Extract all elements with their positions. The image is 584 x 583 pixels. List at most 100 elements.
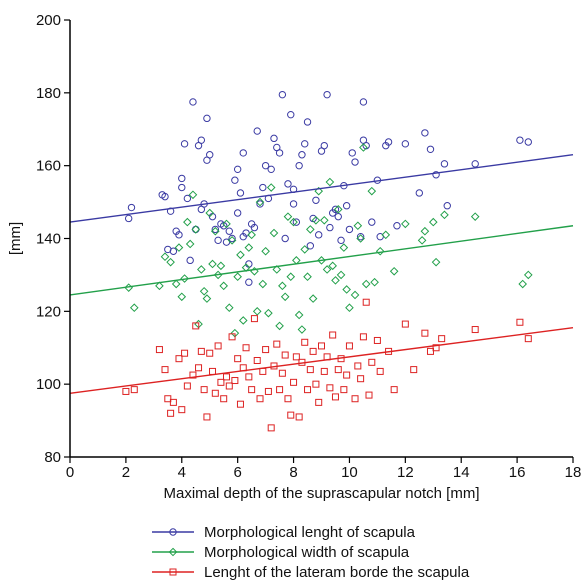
data-point-diamond	[417, 236, 427, 245]
data-point-diamond	[283, 212, 293, 221]
data-point-circle	[443, 202, 451, 210]
data-point-circle	[169, 247, 178, 255]
legend-label: Morphological lenght of scapula	[204, 524, 416, 541]
data-point-circle	[239, 149, 247, 157]
data-point-diamond	[261, 246, 270, 256]
data-point-square	[203, 413, 211, 421]
data-point-circle	[326, 223, 334, 232]
data-point-square	[231, 377, 239, 385]
data-point-square	[368, 358, 376, 366]
data-point-square	[334, 366, 342, 374]
data-point-square	[359, 333, 367, 341]
x-tick-label: 0	[66, 464, 74, 481]
legend-marker-circle	[169, 528, 177, 536]
data-point-circle	[261, 161, 270, 170]
data-point-square	[256, 395, 264, 403]
data-point-diamond	[278, 281, 287, 291]
data-point-diamond	[188, 190, 198, 200]
data-point-diamond	[440, 210, 449, 220]
x-tick-label: 8	[289, 464, 297, 481]
data-point-diamond	[523, 270, 533, 280]
data-point-circle	[440, 160, 449, 168]
data-point-square	[284, 395, 292, 403]
data-point-diamond	[244, 243, 254, 252]
data-point-diamond	[208, 259, 217, 269]
data-point-diamond	[331, 276, 340, 285]
data-point-circle	[236, 189, 245, 197]
data-point-circle	[278, 90, 287, 99]
data-point-circle	[334, 212, 342, 221]
data-point-circle	[206, 151, 214, 159]
data-point-diamond	[275, 321, 284, 331]
data-point-diamond	[183, 217, 192, 227]
data-point-diamond	[174, 243, 184, 252]
legend: Morphological lenght of scapula Morpholog…	[152, 524, 470, 581]
data-point-square	[264, 387, 272, 395]
data-point-square	[253, 356, 261, 364]
data-point-circle	[284, 180, 292, 188]
data-point-square	[281, 351, 289, 359]
data-point-diamond	[224, 303, 234, 312]
data-point-square	[206, 349, 214, 357]
data-point-circle	[393, 222, 401, 230]
data-point-square	[248, 386, 256, 394]
data-point-square	[242, 344, 250, 352]
data-point-circle	[250, 223, 259, 232]
data-point-diamond	[328, 261, 337, 271]
legend-label: Lenght of the lateram borde the scapula	[204, 564, 470, 581]
data-point-circle	[287, 110, 295, 119]
data-point-diamond	[303, 272, 312, 282]
data-point-circle	[186, 256, 194, 265]
data-point-diamond	[428, 217, 438, 227]
data-point-circle	[233, 209, 242, 217]
data-point-square	[161, 366, 169, 374]
data-point-square	[222, 373, 230, 381]
data-point-square	[220, 395, 228, 403]
data-point-diamond	[353, 221, 363, 231]
data-point-circle	[345, 225, 354, 234]
data-point-square	[426, 347, 434, 355]
x-tick-label: 16	[509, 464, 526, 481]
data-point-square	[278, 369, 286, 377]
data-point-diamond	[389, 266, 399, 276]
y-tick-label: 140	[36, 231, 61, 248]
data-point-diamond	[227, 236, 237, 245]
data-point-circle	[228, 234, 236, 243]
data-point-circle	[312, 196, 320, 204]
data-point-square	[164, 395, 172, 403]
y-tick-label: 160	[36, 158, 61, 175]
data-point-square	[329, 331, 337, 339]
data-point-square	[259, 367, 267, 375]
data-point-diamond	[345, 303, 354, 312]
data-point-diamond	[255, 197, 265, 207]
data-point-square	[250, 315, 258, 323]
data-point-diamond	[202, 294, 212, 303]
data-point-square	[357, 375, 365, 383]
data-point-square	[304, 386, 312, 394]
y-tick-label: 180	[36, 85, 61, 102]
data-point-diamond	[238, 316, 248, 325]
data-point-circle	[180, 140, 189, 148]
y-tick-label: 80	[44, 449, 61, 466]
data-point-square	[438, 335, 446, 343]
trend-line-circle	[69, 154, 574, 223]
data-point-square	[197, 347, 205, 355]
data-point-circle	[124, 214, 133, 223]
data-point-circle	[401, 140, 410, 148]
data-point-circle	[253, 127, 261, 135]
trend-line-diamond	[69, 225, 574, 296]
data-point-diamond	[264, 308, 273, 318]
data-point-circle	[295, 161, 303, 170]
data-point-square	[236, 400, 244, 408]
series-diamond	[124, 143, 533, 338]
data-point-diamond	[339, 243, 349, 252]
data-point-circle	[348, 149, 356, 157]
data-point-circle	[337, 236, 345, 245]
data-point-circle	[359, 98, 368, 106]
data-point-diamond	[375, 246, 385, 256]
data-point-diamond	[289, 217, 298, 227]
data-point-circle	[524, 138, 532, 146]
data-point-square	[200, 386, 208, 394]
data-point-circle	[203, 114, 211, 123]
